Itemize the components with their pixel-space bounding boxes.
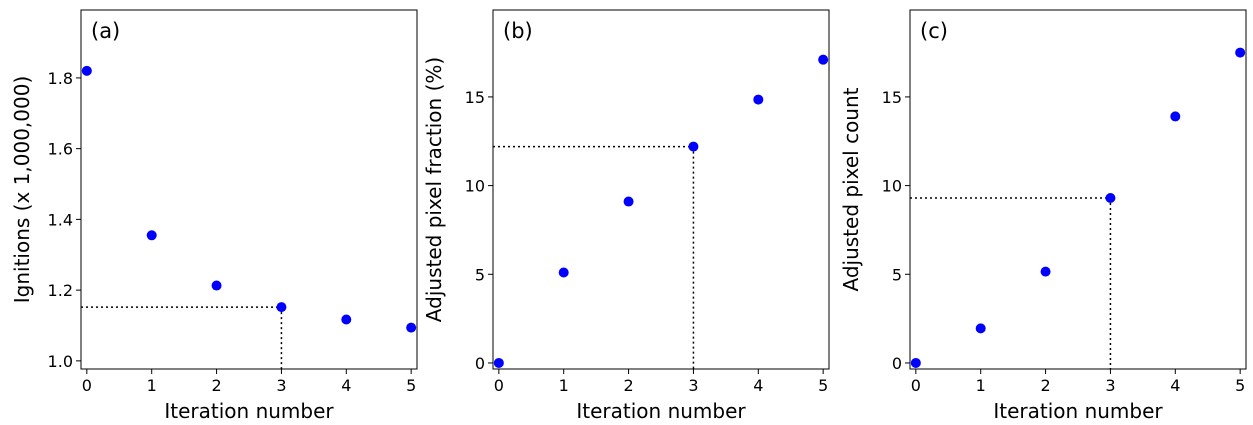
point — [818, 54, 829, 65]
point — [493, 357, 504, 368]
y-tick-label: 15 — [882, 88, 902, 107]
x-tick-label: 4 — [1170, 376, 1180, 395]
x-tick-label: 5 — [1235, 376, 1245, 395]
point — [276, 302, 287, 313]
x-tick-label: 2 — [1040, 376, 1050, 395]
x-tick-label: 2 — [211, 376, 221, 395]
x-tick-label: 4 — [341, 376, 351, 395]
panel-label: (b) — [503, 19, 533, 43]
panel: 0 1 2 3 4 5 0 5 10 15 (b) Iteration number Adjusted … — [422, 9, 830, 423]
y-tick-label: 1.2 — [48, 281, 73, 300]
x-axis-label: Iteration number — [993, 399, 1163, 423]
x-tick-label: 1 — [559, 376, 569, 395]
point — [558, 267, 569, 278]
point — [753, 94, 764, 105]
y-tick-label: 0 — [475, 354, 485, 373]
y-axis-label: Adjusted pixel fraction (%) — [422, 57, 446, 322]
point — [341, 314, 352, 325]
y-tick-label: 15 — [465, 88, 485, 107]
x-axis-label: Iteration number — [164, 399, 334, 423]
y-tick-label: 5 — [475, 265, 485, 284]
point — [146, 230, 157, 241]
x-tick-label: 3 — [1105, 376, 1115, 395]
point — [81, 65, 92, 76]
point — [688, 141, 699, 152]
panel-label: (c) — [920, 19, 948, 43]
point — [211, 280, 222, 291]
point — [1170, 111, 1181, 122]
point — [975, 323, 986, 334]
x-tick-label: 0 — [911, 376, 921, 395]
y-axis-label: Adjusted pixel count — [839, 87, 863, 291]
plot-frame — [80, 9, 418, 370]
x-tick-label: 1 — [147, 376, 157, 395]
point — [406, 322, 417, 333]
y-tick-label: 5 — [892, 265, 902, 284]
y-tick-label: 1.0 — [48, 352, 73, 371]
x-tick-label: 2 — [623, 376, 633, 395]
x-tick-label: 1 — [976, 376, 986, 395]
x-tick-label: 3 — [276, 376, 286, 395]
plot-frame — [909, 9, 1247, 370]
point — [1105, 193, 1116, 204]
panel: 0 1 2 3 4 5 1.0 1.2 1.4 1.6 1.8 (a) Iteration number… — [10, 9, 418, 423]
y-tick-label: 1.4 — [48, 210, 73, 229]
x-tick-label: 5 — [406, 376, 416, 395]
panel: 0 1 2 3 4 5 0 5 10 15 (c) Iteration number Adjusted … — [839, 9, 1247, 423]
y-tick-label: 0 — [892, 354, 902, 373]
y-tick-label: 1.6 — [48, 140, 73, 159]
point — [623, 196, 634, 207]
x-tick-label: 0 — [494, 376, 504, 395]
y-tick-label: 10 — [465, 177, 485, 196]
y-axis-label: Ignitions (x 1,000,000) — [10, 76, 34, 304]
y-tick-label: 1.8 — [48, 69, 73, 88]
point — [910, 357, 921, 368]
point — [1040, 266, 1051, 277]
panel-label: (a) — [91, 19, 120, 43]
x-tick-label: 3 — [688, 376, 698, 395]
y-tick-label: 10 — [882, 177, 902, 196]
x-tick-label: 5 — [818, 376, 828, 395]
x-tick-label: 4 — [753, 376, 763, 395]
x-axis-label: Iteration number — [576, 399, 746, 423]
plot-frame — [492, 9, 830, 370]
point — [1235, 47, 1246, 58]
x-tick-label: 0 — [82, 376, 92, 395]
